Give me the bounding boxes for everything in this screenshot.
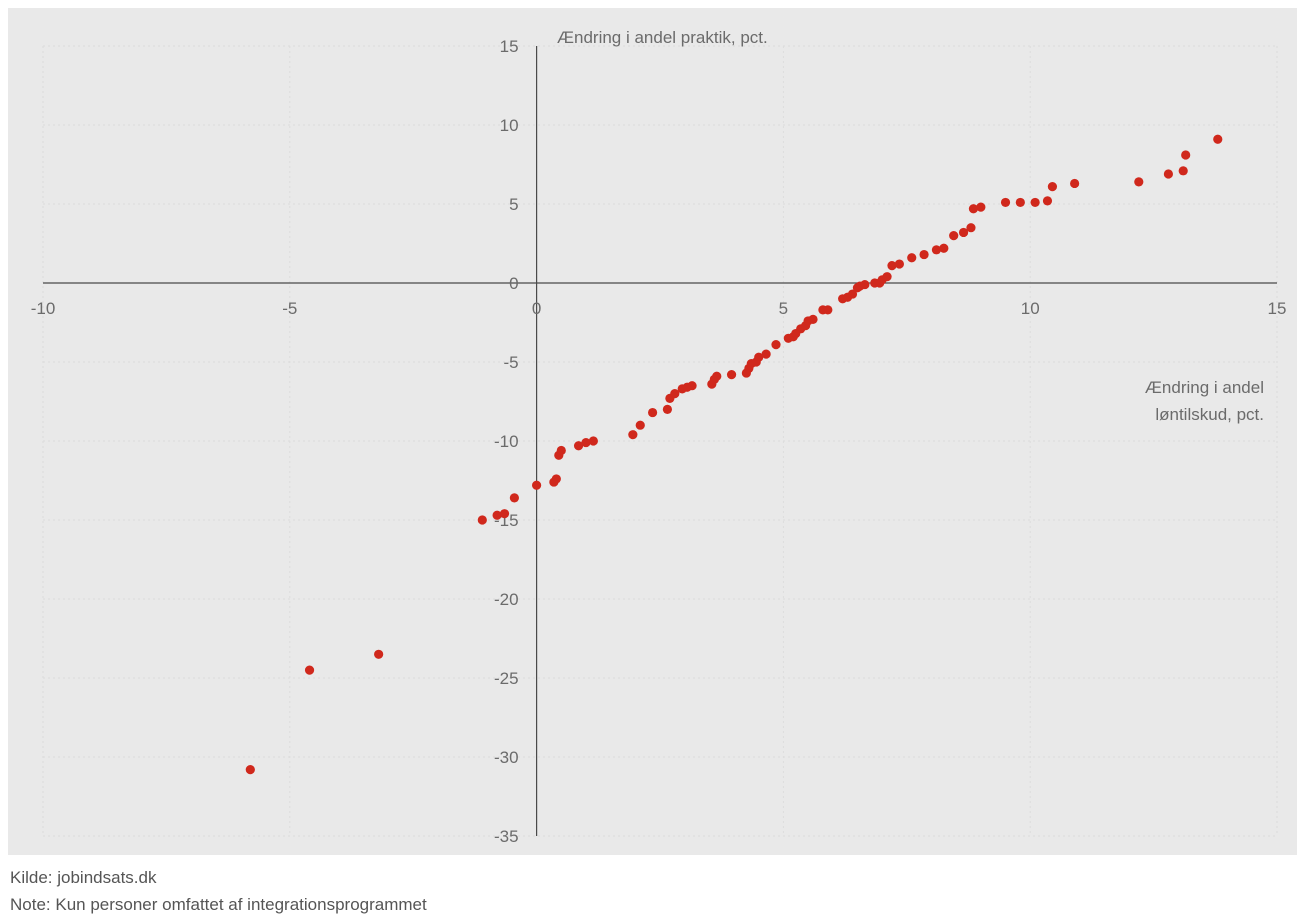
grid-lines (42, 45, 1278, 837)
data-point (573, 441, 584, 451)
y-tick-label: -25 (494, 669, 519, 688)
data-point (1134, 177, 1144, 187)
data-point (931, 245, 942, 255)
source-note: Kilde: jobindsats.dk (10, 868, 157, 887)
y-tick-label: 10 (500, 116, 519, 135)
data-point (1181, 150, 1191, 160)
data-point (1030, 197, 1040, 208)
x-tick-label: 15 (1268, 299, 1287, 318)
x-tick-label: -5 (282, 299, 297, 318)
data-point (894, 259, 904, 269)
y-axis-title: Ændring i andel praktik, pct. (557, 28, 768, 47)
data-point (1163, 169, 1174, 179)
x-axis-title-line-2: løntilskud, pct. (1155, 405, 1264, 424)
x-axis-title-line-1: Ændring i andel (1145, 378, 1264, 397)
data-point (588, 436, 598, 446)
data-point (628, 430, 638, 440)
data-point (712, 371, 722, 381)
y-tick-label: -10 (494, 432, 519, 451)
y-tick-label: -30 (494, 748, 519, 767)
y-tick-label: 5 (509, 195, 518, 214)
y-tick-label: 15 (500, 37, 519, 56)
data-point (966, 223, 976, 233)
footnote: Note: Kun personer omfattet af integrati… (10, 895, 427, 914)
data-point (687, 381, 697, 391)
axes (43, 46, 1277, 836)
data-point (662, 404, 673, 414)
data-point (761, 349, 771, 359)
data-point (499, 509, 510, 519)
data-point (968, 204, 979, 214)
x-tick-label: 10 (1021, 299, 1040, 318)
data-point (509, 493, 519, 503)
data-point (939, 243, 949, 253)
data-point (1015, 197, 1025, 208)
data-point (532, 480, 542, 490)
data-point (860, 279, 870, 290)
data-point (477, 515, 487, 525)
data-point (556, 445, 566, 456)
y-tick-label: -20 (494, 590, 519, 609)
data-point (1000, 197, 1011, 208)
data-points (245, 134, 1223, 775)
data-point (670, 389, 680, 399)
data-point (958, 227, 969, 238)
data-point (304, 665, 315, 675)
data-point (1178, 166, 1188, 176)
data-point (847, 289, 858, 299)
data-point (1047, 182, 1058, 192)
data-point (551, 474, 561, 484)
data-point (949, 231, 959, 241)
chart-area: -10 -5 0 5 10 15 15 10 5 0 -5 -10 -15 -20 -25 -30 -35 Æn… (8, 8, 1297, 855)
data-point (882, 272, 892, 282)
data-point (635, 420, 645, 430)
data-point (581, 437, 591, 448)
y-tick-label: -5 (503, 353, 518, 372)
x-tick-label: 5 (779, 299, 788, 318)
data-point (1042, 196, 1053, 206)
data-point (887, 261, 897, 271)
data-point (245, 765, 255, 775)
data-point (492, 510, 502, 520)
data-point (808, 314, 818, 324)
x-tick-label: 0 (532, 299, 541, 318)
data-point (647, 407, 658, 418)
data-point (823, 305, 833, 315)
x-tick-label: -10 (31, 299, 56, 318)
data-point (754, 352, 764, 362)
y-tick-label: -35 (494, 827, 519, 846)
data-point (976, 202, 986, 212)
data-point (374, 649, 384, 659)
data-point (726, 370, 737, 380)
y-tick-label: 0 (509, 274, 518, 293)
data-point (1070, 178, 1080, 189)
data-point (919, 249, 929, 260)
data-point (771, 340, 781, 350)
data-point (907, 253, 917, 263)
data-point (1213, 134, 1223, 144)
